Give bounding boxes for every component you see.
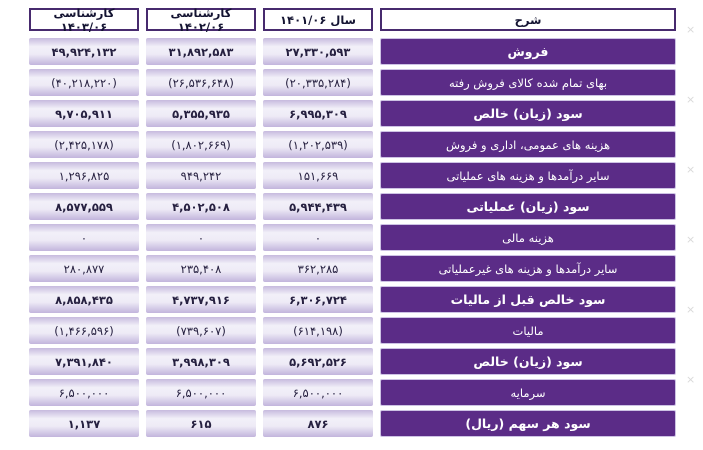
table-row: مالیات (۶۱۴,۱۹۸) (۷۳۹,۶۰۷) (۱,۴۶۶,۵۹۶) [29, 317, 676, 344]
value-cell-1403: ۹,۷۰۵,۹۱۱ [29, 100, 139, 127]
row-label-cell: سایر درآمدها و هزینه های غیرعملیاتی [380, 255, 676, 282]
value-cell-1403: ۱,۱۳۷ [29, 410, 139, 437]
column-header-y1403: کارشناسی ۱۴۰۳/۰۶ [29, 6, 139, 34]
row-label-cell: فروش [380, 38, 676, 65]
value-cell-1403: ۱,۲۹۶,۸۲۵ [29, 162, 139, 189]
value-cell-1402: ۴,۵۰۲,۵۰۸ [146, 193, 256, 220]
row-label-cell: هزینه های عمومی، اداری و فروش [380, 131, 676, 158]
background-x-mark: × [686, 303, 696, 316]
value-cell-1403: ۸,۸۵۸,۴۳۵ [29, 286, 139, 313]
row-label-cell: سود (زیان) خالص [380, 100, 676, 127]
financial-table: شرح سال ۱۴۰۱/۰۶ کارشناسی ۱۴۰۲/۰۶ کارشناسی ۱… [29, 6, 676, 441]
column-header-y1401: سال ۱۴۰۱/۰۶ [263, 8, 373, 31]
value-cell-1401: ۵,۶۹۲,۵۲۶ [263, 348, 373, 375]
value-cell-1401: ۶,۵۰۰,۰۰۰ [263, 379, 373, 406]
value-cell-1403: ۴۹,۹۲۴,۱۳۲ [29, 38, 139, 65]
row-label-cell: سایر درآمدها و هزینه های عملیاتی [380, 162, 676, 189]
value-cell-1402: ۲۳۵,۴۰۸ [146, 255, 256, 282]
background-x-mark: × [686, 373, 696, 386]
value-cell-1402: ۳۱,۸۹۲,۵۸۳ [146, 38, 256, 65]
row-label-cell: سود (زیان) خالص [380, 348, 676, 375]
value-cell-1401: ۸۷۶ [263, 410, 373, 437]
background-x-mark: × [686, 93, 696, 106]
column-header-label: شرح [380, 8, 676, 31]
value-cell-1401: ۲۷,۳۳۰,۵۹۳ [263, 38, 373, 65]
table-row: هزینه های عمومی، اداری و فروش (۱,۲۰۲,۵۳۹… [29, 131, 676, 158]
value-cell-1402: ۶۱۵ [146, 410, 256, 437]
value-cell-1401: ۱۵۱,۶۶۹ [263, 162, 373, 189]
value-cell-1401: (۲۰,۳۳۵,۲۸۴) [263, 69, 373, 96]
value-cell-1403: ۲۸۰,۸۷۷ [29, 255, 139, 282]
value-cell-1401: ۰ [263, 224, 373, 251]
value-cell-1402: ۳,۹۹۸,۳۰۹ [146, 348, 256, 375]
table-row: سود خالص قبل از مالیات ۶,۳۰۶,۷۲۴ ۴,۷۳۷,۹… [29, 286, 676, 313]
table-row: سود هر سهم (ریال) ۸۷۶ ۶۱۵ ۱,۱۳۷ [29, 410, 676, 437]
row-label-cell: هزینه مالی [380, 224, 676, 251]
row-label-cell: سود خالص قبل از مالیات [380, 286, 676, 313]
table-row: بهای تمام شده کالای فروش رفته (۲۰,۳۳۵,۲۸… [29, 69, 676, 96]
table-row: سرمایه ۶,۵۰۰,۰۰۰ ۶,۵۰۰,۰۰۰ ۶,۵۰۰,۰۰۰ [29, 379, 676, 406]
value-cell-1403: ۶,۵۰۰,۰۰۰ [29, 379, 139, 406]
row-label-cell: مالیات [380, 317, 676, 344]
table-row: سود (زیان) خالص ۵,۶۹۲,۵۲۶ ۳,۹۹۸,۳۰۹ ۷,۳۹… [29, 348, 676, 375]
table-row: سایر درآمدها و هزینه های عملیاتی ۱۵۱,۶۶۹… [29, 162, 676, 189]
value-cell-1401: ۵,۹۴۴,۴۳۹ [263, 193, 373, 220]
value-cell-1403: ۸,۵۷۷,۵۵۹ [29, 193, 139, 220]
value-cell-1403: ۷,۳۹۱,۸۴۰ [29, 348, 139, 375]
value-cell-1402: (۱,۸۰۲,۶۶۹) [146, 131, 256, 158]
table-row: فروش ۲۷,۳۳۰,۵۹۳ ۳۱,۸۹۲,۵۸۳ ۴۹,۹۲۴,۱۳۲ [29, 38, 676, 65]
value-cell-1401: (۱,۲۰۲,۵۳۹) [263, 131, 373, 158]
row-label-cell: بهای تمام شده کالای فروش رفته [380, 69, 676, 96]
row-label-cell: سود هر سهم (ریال) [380, 410, 676, 437]
background-x-mark: × [686, 233, 696, 246]
value-cell-1401: ۶,۹۹۵,۳۰۹ [263, 100, 373, 127]
table-row: سود (زیان) خالص ۶,۹۹۵,۳۰۹ ۵,۳۵۵,۹۳۵ ۹,۷۰… [29, 100, 676, 127]
row-label-cell: سرمایه [380, 379, 676, 406]
value-cell-1403: (۴۰,۲۱۸,۲۲۰) [29, 69, 139, 96]
value-cell-1402: (۲۶,۵۳۶,۶۴۸) [146, 69, 256, 96]
value-cell-1402: ۴,۷۳۷,۹۱۶ [146, 286, 256, 313]
value-cell-1403: ۰ [29, 224, 139, 251]
row-label-cell: سود (زیان) عملیاتی [380, 193, 676, 220]
value-cell-1402: ۵,۳۵۵,۹۳۵ [146, 100, 256, 127]
table-row: سود (زیان) عملیاتی ۵,۹۴۴,۴۳۹ ۴,۵۰۲,۵۰۸ ۸… [29, 193, 676, 220]
value-cell-1403: (۲,۴۲۵,۱۷۸) [29, 131, 139, 158]
table-row: هزینه مالی ۰ ۰ ۰ [29, 224, 676, 251]
value-cell-1403: (۱,۴۶۶,۵۹۶) [29, 317, 139, 344]
value-cell-1402: (۷۳۹,۶۰۷) [146, 317, 256, 344]
value-cell-1402: ۹۴۹,۲۴۲ [146, 162, 256, 189]
value-cell-1401: (۶۱۴,۱۹۸) [263, 317, 373, 344]
value-cell-1402: ۶,۵۰۰,۰۰۰ [146, 379, 256, 406]
table-header-row: شرح سال ۱۴۰۱/۰۶ کارشناسی ۱۴۰۲/۰۶ کارشناسی ۱… [29, 6, 676, 34]
table-row: سایر درآمدها و هزینه های غیرعملیاتی ۳۶۲,… [29, 255, 676, 282]
value-cell-1402: ۰ [146, 224, 256, 251]
table-body: فروش ۲۷,۳۳۰,۵۹۳ ۳۱,۸۹۲,۵۸۳ ۴۹,۹۲۴,۱۳۲ به… [29, 38, 676, 441]
value-cell-1401: ۶,۳۰۶,۷۲۴ [263, 286, 373, 313]
background-x-mark: × [686, 163, 696, 176]
background-x-mark: × [686, 23, 696, 36]
value-cell-1401: ۳۶۲,۲۸۵ [263, 255, 373, 282]
column-header-y1402: کارشناسی ۱۴۰۲/۰۶ [146, 6, 256, 34]
